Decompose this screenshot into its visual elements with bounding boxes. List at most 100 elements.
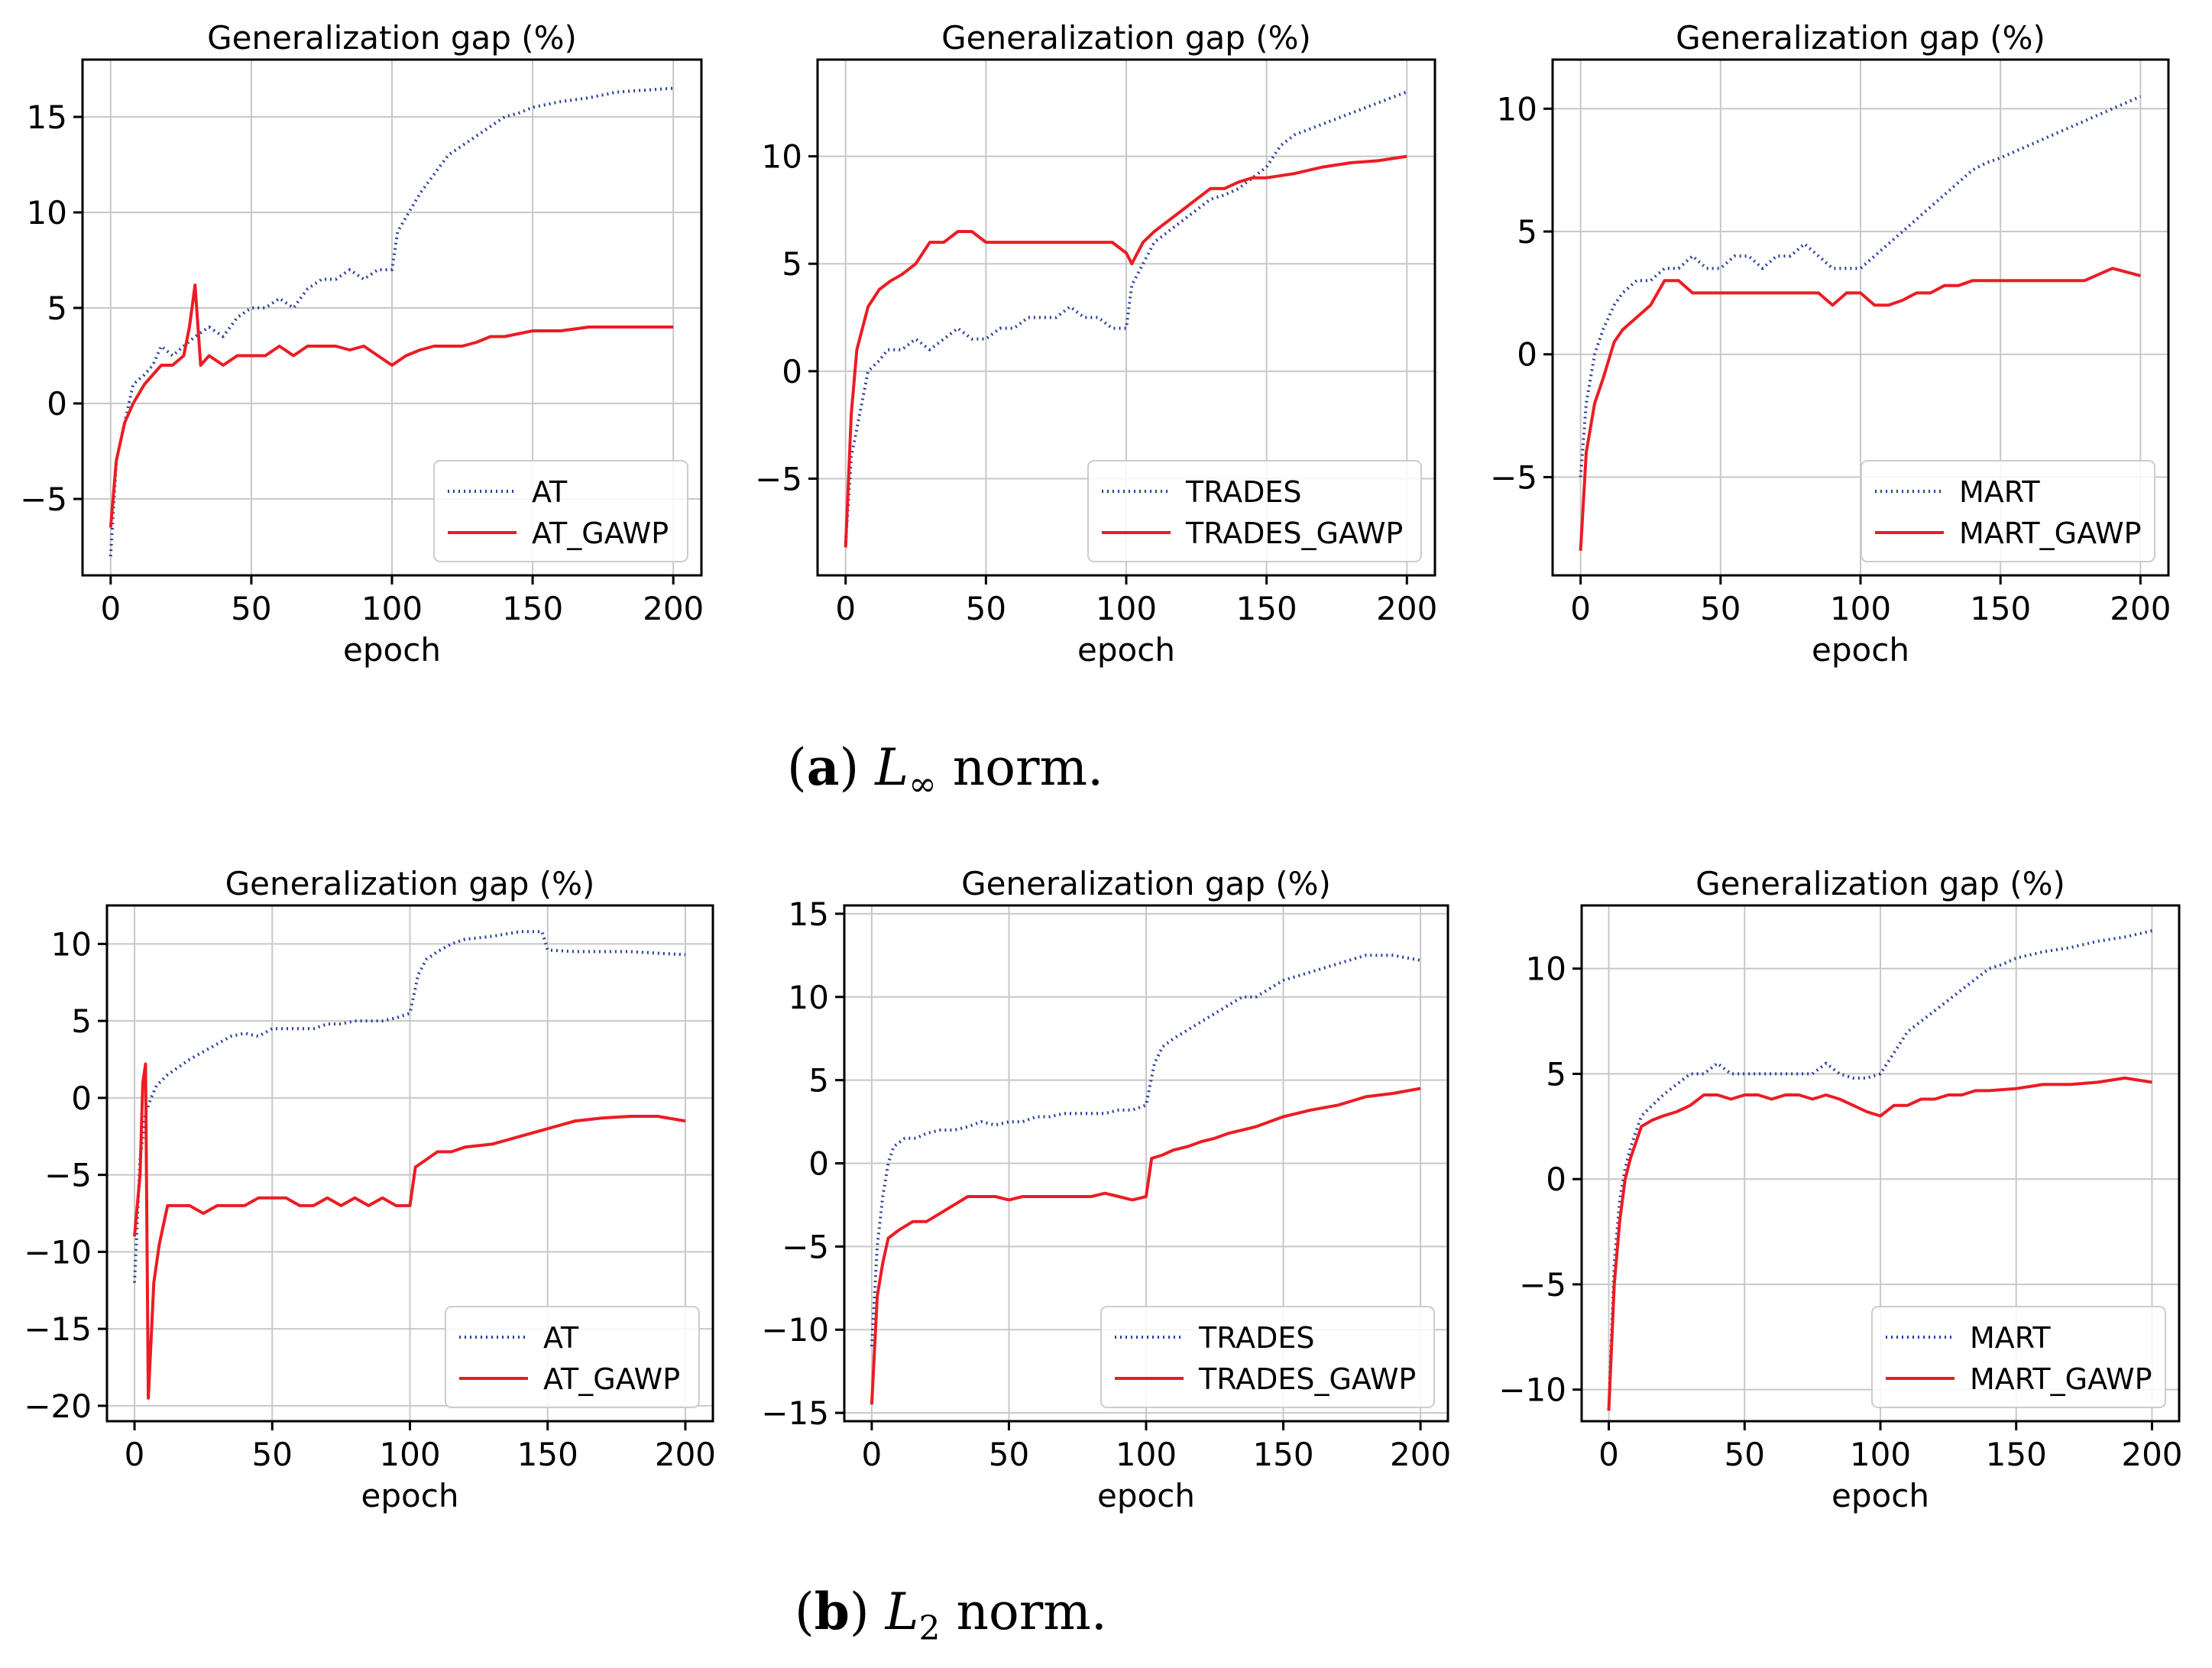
x-axis-label: epoch	[361, 1477, 459, 1514]
x-tick-label: 0	[100, 590, 121, 627]
legend: AT AT_GAWP	[433, 460, 688, 562]
x-tick-label: 100	[1830, 590, 1891, 627]
legend-box	[1861, 460, 2155, 562]
legend-box	[1087, 460, 1422, 562]
x-axis-label: epoch	[343, 631, 441, 669]
legend-label-trades: TRADES	[1198, 1321, 1314, 1355]
y-tick-label: 10	[762, 138, 802, 176]
x-tick-label: 0	[1570, 590, 1591, 627]
legend-label-at-gawp: AT_GAWP	[543, 1362, 680, 1396]
y-tick-label: −5	[1490, 458, 1537, 496]
y-tick-label: 5	[71, 1002, 92, 1040]
x-axis-label: epoch	[1077, 631, 1175, 669]
y-tick-label: −10	[24, 1233, 92, 1271]
x-tick-label: 200	[2121, 1436, 2182, 1473]
legend-label-mart: MART	[1959, 475, 2040, 509]
y-tick-label: 0	[71, 1080, 92, 1117]
series-line-at	[133, 930, 686, 1283]
x-tick-label: 200	[2110, 590, 2171, 627]
y-tick-label: −5	[20, 481, 67, 518]
x-tick-label: 50	[1700, 590, 1741, 627]
x-tick-label: 150	[1970, 590, 2031, 627]
legend: MART MART_GAWP	[1871, 1306, 2166, 1408]
x-tick-label: 150	[1252, 1436, 1313, 1473]
x-tick-label: 50	[231, 590, 271, 627]
legend: TRADES TRADES_GAWP	[1100, 1306, 1435, 1408]
chart-title: Generalization gap (%)	[941, 19, 1311, 57]
y-tick-label: 10	[1497, 90, 1537, 128]
x-tick-label: 100	[1116, 1436, 1177, 1473]
x-axis-label: epoch	[1831, 1477, 1929, 1514]
chart-panel-3: 0 50 100 150 200 −5 0 5 10 Generalization gap (%)…	[1490, 19, 2171, 669]
x-tick-label: 150	[502, 590, 563, 627]
y-tick-label: 10	[1526, 951, 1566, 988]
legend: AT AT_GAWP	[445, 1306, 700, 1408]
y-tick-label: −5	[44, 1157, 92, 1194]
y-tick-label: 0	[808, 1145, 829, 1183]
y-tick-label: 10	[789, 979, 829, 1016]
x-tick-label: 50	[252, 1436, 293, 1473]
x-tick-label: 0	[862, 1436, 883, 1473]
x-tick-label: 200	[655, 1436, 716, 1473]
series-line-trades	[870, 954, 1421, 1347]
chart-panel-1: 0 50 100 150 200 −5 0 5 10 15 Generalization gap (…	[20, 19, 704, 669]
legend: MART MART_GAWP	[1861, 460, 2155, 562]
y-tick-label: 0	[47, 385, 67, 423]
legend-label-trades: TRADES	[1185, 475, 1301, 509]
series-line-mart	[1579, 95, 2142, 478]
y-tick-label: 15	[27, 99, 67, 136]
y-tick-label: 0	[1517, 336, 1537, 374]
legend-label-mart: MART	[1970, 1321, 2051, 1355]
y-tick-label: 5	[1517, 213, 1537, 251]
y-tick-label: −10	[761, 1311, 829, 1349]
series-line-trades-gawp	[844, 154, 1407, 548]
y-tick-label: 15	[789, 896, 829, 933]
caption-a: (a) L∞ norm.	[787, 737, 1104, 805]
series-line-trades-gawp	[870, 1087, 1421, 1405]
legend-label-at-gawp: AT_GAWP	[532, 517, 669, 550]
y-tick-label: −5	[782, 1228, 829, 1265]
legend-label-trades-gawp: TRADES_GAWP	[1185, 517, 1403, 550]
x-axis-label: epoch	[1812, 631, 1909, 669]
y-tick-label: 5	[47, 290, 67, 327]
x-tick-label: 200	[643, 590, 704, 627]
y-tick-label: −15	[761, 1394, 829, 1432]
chart-panel-4: 0 50 100 150 200 −20 −15 −10 −5 0 5 10 Generalizatio…	[24, 865, 716, 1514]
y-tick-label: −10	[1498, 1372, 1566, 1409]
x-tick-label: 150	[517, 1436, 578, 1473]
legend: TRADES TRADES_GAWP	[1087, 460, 1422, 562]
x-tick-label: 200	[1390, 1436, 1451, 1473]
x-tick-label: 0	[125, 1436, 145, 1473]
chart-panel-6: 0 50 100 150 200 −10 −5 0 5 10 Generalization gap …	[1498, 865, 2182, 1514]
x-tick-label: 50	[1725, 1436, 1765, 1473]
legend-label-at: AT	[543, 1321, 579, 1355]
legend-label-mart-gawp: MART_GAWP	[1959, 517, 2141, 550]
y-tick-label: −20	[24, 1388, 92, 1425]
x-tick-label: 100	[1850, 1436, 1911, 1473]
y-tick-label: 5	[808, 1062, 829, 1100]
legend-box	[433, 460, 688, 562]
chart-title: Generalization gap (%)	[207, 19, 577, 57]
chart-title: Generalization gap (%)	[225, 865, 595, 902]
legend-box	[1100, 1306, 1435, 1408]
legend-label-mart-gawp: MART_GAWP	[1970, 1362, 2152, 1396]
series-line-mart	[1607, 929, 2152, 1411]
x-tick-label: 0	[1598, 1436, 1619, 1473]
x-axis-label: epoch	[1097, 1477, 1195, 1514]
x-tick-label: 150	[1986, 1436, 2047, 1473]
legend-box	[445, 1306, 700, 1408]
x-tick-label: 150	[1236, 590, 1297, 627]
legend-box	[1871, 1306, 2166, 1408]
series-line-mart-gawp	[1607, 1076, 2152, 1411]
x-tick-label: 200	[1376, 590, 1437, 627]
legend-label-at: AT	[532, 475, 568, 509]
x-tick-label: 100	[1096, 590, 1157, 627]
chart-title: Generalization gap (%)	[961, 865, 1331, 902]
x-tick-label: 100	[361, 590, 423, 627]
x-tick-label: 100	[379, 1436, 440, 1473]
y-tick-label: −5	[1519, 1266, 1566, 1304]
series-line-trades	[844, 90, 1408, 543]
y-tick-label: 10	[51, 925, 92, 963]
legend-label-trades-gawp: TRADES_GAWP	[1198, 1362, 1416, 1396]
